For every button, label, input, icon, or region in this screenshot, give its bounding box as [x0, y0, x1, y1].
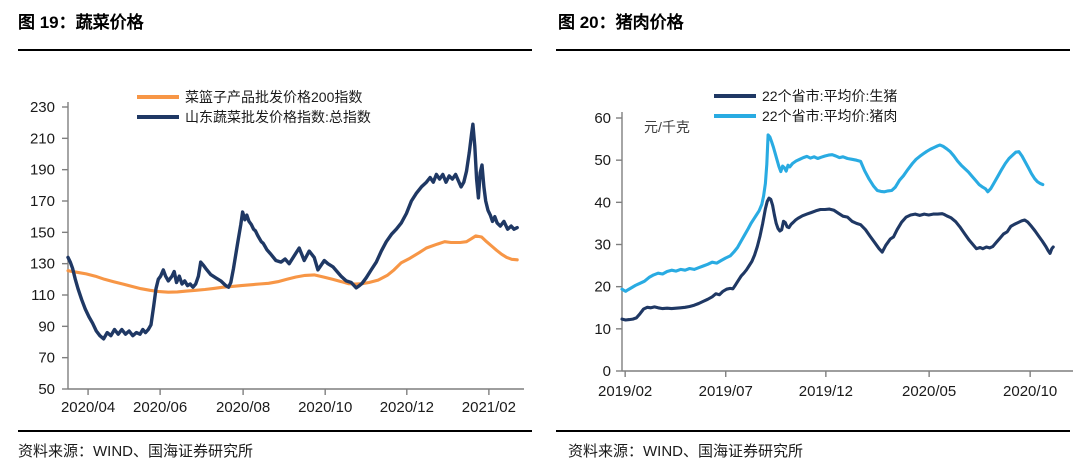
source-divider-right: [556, 430, 1070, 432]
y-tick-label: 60: [594, 110, 611, 127]
source-note-right: 资料来源：WIND、国海证券研究所: [568, 443, 803, 460]
legend-label: 22个省市:平均价:猪肉: [762, 108, 898, 124]
x-tick-label: 2020/10: [1003, 383, 1057, 400]
legend-item: 山东蔬菜批发价格指数:总指数: [137, 107, 371, 127]
y-tick-label: 130: [30, 256, 55, 273]
y-tick-label: 50: [38, 381, 55, 398]
legend-line-swatch: [137, 95, 179, 99]
legend-item: 22个省市:平均价:猪肉: [714, 106, 897, 126]
y-tick-label: 40: [594, 194, 611, 211]
legend-label: 22个省市:平均价:生猪: [762, 88, 898, 104]
source-note-left: 资料来源：WIND、国海证券研究所: [18, 443, 253, 460]
x-tick-label: 2019/07: [699, 383, 753, 400]
x-tick-label: 2021/02: [462, 399, 516, 416]
legend-right: 22个省市:平均价:生猪 22个省市:平均价:猪肉: [714, 86, 897, 126]
y-tick-label: 110: [31, 287, 55, 304]
legend-item: 22个省市:平均价:生猪: [714, 86, 897, 106]
x-tick-label: 2019/12: [799, 383, 853, 400]
series-line-0: [620, 196, 1055, 322]
figure-title-19: 图 19：蔬菜价格: [18, 13, 144, 32]
series-line-1: [66, 122, 519, 341]
y-tick-label: 50: [594, 152, 611, 169]
legend-line-swatch: [714, 94, 756, 98]
y-tick-label: 230: [30, 99, 55, 116]
y-tick-label: 150: [30, 224, 55, 241]
y-tick-label: 0: [603, 363, 611, 380]
y-tick-label: 10: [594, 321, 611, 338]
legend-label: 山东蔬菜批发价格指数:总指数: [185, 109, 371, 125]
x-tick-label: 2019/02: [598, 383, 652, 400]
y-tick-label: 30: [594, 237, 611, 254]
legend-item: 菜篮子产品批发价格200指数: [137, 87, 371, 107]
y-tick-label: 20: [594, 279, 611, 296]
y-tick-label: 210: [30, 130, 55, 147]
y-tick-label: 90: [38, 318, 55, 335]
x-tick-label: 2020/04: [61, 399, 115, 416]
x-tick-label: 2020/10: [298, 399, 352, 416]
legend-line-swatch: [714, 114, 756, 118]
x-tick-label: 2020/05: [902, 383, 956, 400]
y-axis-unit-label: 元/千克: [644, 119, 690, 135]
title-divider-left: [18, 49, 532, 51]
y-tick-label: 70: [38, 350, 55, 367]
legend-label: 菜篮子产品批发价格200指数: [185, 89, 363, 105]
figure-title-20: 图 20：猪肉价格: [558, 13, 684, 32]
legend-left: 菜篮子产品批发价格200指数 山东蔬菜批发价格指数:总指数: [137, 87, 371, 127]
x-tick-label: 2020/06: [133, 399, 187, 416]
source-divider-left: [18, 430, 532, 432]
title-divider-right: [556, 49, 1070, 51]
y-tick-label: 190: [30, 162, 55, 179]
legend-line-swatch: [137, 115, 179, 119]
y-tick-label: 170: [30, 193, 55, 210]
x-tick-label: 2020/12: [380, 399, 434, 416]
series-line-1: [620, 133, 1045, 293]
series-line-0: [66, 234, 519, 294]
x-tick-label: 2020/08: [216, 399, 270, 416]
